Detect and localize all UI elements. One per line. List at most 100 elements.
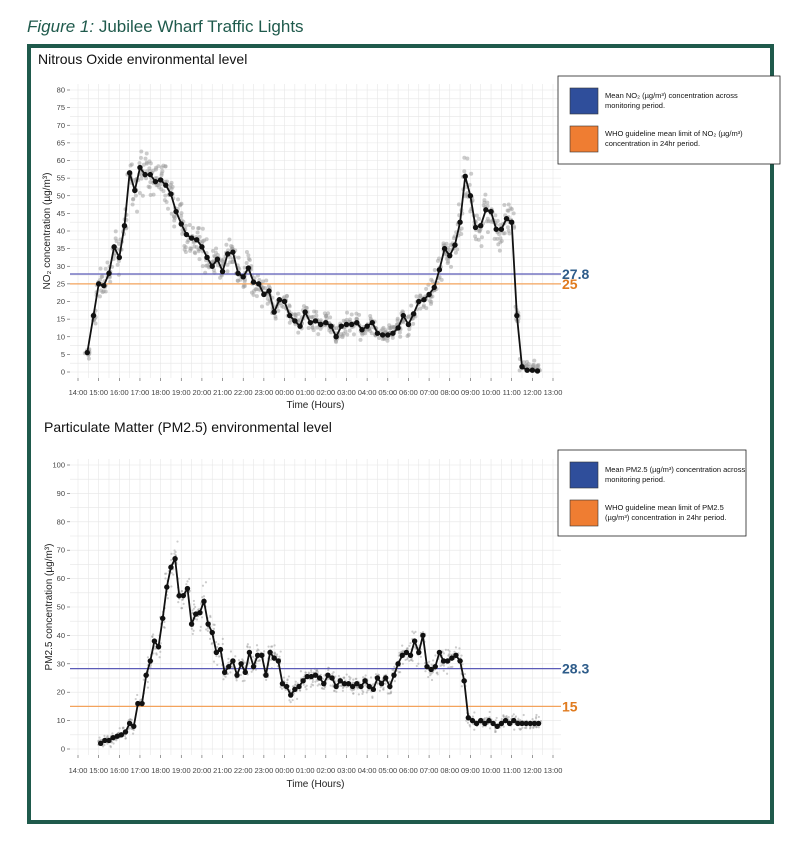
- scatter-point: [157, 185, 162, 190]
- scatter-point: [476, 237, 481, 242]
- scatter-point: [153, 647, 156, 650]
- scatter-point: [287, 320, 292, 325]
- mean-point: [407, 652, 414, 658]
- scatter-point: [485, 200, 490, 205]
- scatter-point: [445, 261, 450, 266]
- scatter-point: [267, 645, 270, 648]
- mean-point: [221, 669, 228, 676]
- scatter-point: [442, 669, 445, 672]
- figure-caption: Figure 1: Jubilee Wharf Traffic Lights: [27, 17, 304, 37]
- mean-point: [482, 720, 488, 727]
- mean-point: [240, 274, 246, 280]
- scatter-point: [311, 680, 314, 684]
- x-tick-label: 13:00: [544, 766, 563, 775]
- scatter-point: [187, 223, 192, 228]
- scatter-point: [450, 653, 453, 657]
- mean-point: [395, 661, 401, 667]
- scatter-point: [462, 169, 467, 174]
- mean-point: [188, 235, 195, 241]
- mean-point: [205, 621, 211, 627]
- mean-point: [126, 720, 133, 727]
- scatter-point: [352, 692, 355, 695]
- x-tick-label: 03:00: [337, 388, 356, 397]
- mean-point: [184, 585, 191, 592]
- x-tick-label: 09:00: [461, 388, 480, 397]
- mean-point: [457, 219, 463, 225]
- mean-point: [328, 323, 334, 329]
- scatter-point: [424, 306, 429, 311]
- scatter-point: [241, 679, 244, 683]
- scatter-point: [505, 225, 510, 230]
- mean-point: [465, 715, 472, 721]
- scatter-point: [437, 256, 442, 261]
- scatter-point: [322, 687, 326, 690]
- scatter-point: [151, 168, 156, 173]
- scatter-point: [211, 268, 216, 273]
- scatter-point: [251, 292, 256, 297]
- mean-point: [391, 672, 397, 678]
- scatter-point: [369, 676, 373, 679]
- scatter-point: [160, 169, 165, 174]
- scatter-point: [183, 223, 188, 228]
- scatter-point: [297, 318, 302, 323]
- scatter-point: [368, 328, 373, 333]
- mean-point: [325, 672, 331, 678]
- scatter-point: [176, 540, 179, 543]
- scatter-point: [311, 678, 315, 681]
- scatter-point: [227, 661, 230, 664]
- scatter-point: [511, 211, 516, 216]
- mean-point: [302, 309, 308, 315]
- scatter-point: [227, 237, 232, 242]
- scatter-point: [304, 306, 309, 311]
- mean-point: [245, 265, 252, 271]
- figure-frame: [27, 44, 774, 824]
- x-tick-label: 03:00: [337, 766, 356, 775]
- scatter-point: [514, 715, 518, 718]
- mean-point: [378, 680, 385, 687]
- scatter-point: [118, 727, 121, 730]
- scatter-point: [188, 577, 191, 581]
- mean-point: [426, 291, 432, 298]
- x-tick-label: 22:00: [234, 388, 253, 397]
- scatter-point: [494, 729, 497, 732]
- scatter-point: [105, 260, 110, 265]
- scatter-point: [146, 184, 151, 189]
- scatter-point: [202, 595, 206, 598]
- scatter-point: [209, 615, 212, 619]
- scatter-point: [200, 239, 205, 244]
- scatter-point: [206, 627, 210, 630]
- legend-swatch: [569, 461, 599, 489]
- scatter-point: [280, 687, 284, 690]
- scatter-point: [235, 278, 240, 283]
- x-tick-label: 00:00: [275, 388, 294, 397]
- scatter-point: [200, 264, 205, 269]
- scatter-point: [401, 644, 404, 647]
- scatter-point: [214, 640, 218, 644]
- scatter-point: [155, 653, 158, 656]
- scatter-point: [460, 685, 463, 688]
- scatter-point: [228, 255, 233, 260]
- x-tick-label: 02:00: [316, 766, 335, 775]
- y-tick-label: 0: [61, 368, 65, 377]
- mean-point: [494, 723, 500, 729]
- scatter-point: [234, 655, 237, 658]
- scatter-point: [221, 642, 224, 646]
- scatter-point: [278, 655, 281, 658]
- x-tick-label: 22:00: [234, 766, 253, 775]
- scatter-point: [378, 689, 381, 692]
- mean-point: [256, 281, 262, 287]
- scatter-point: [512, 713, 515, 716]
- reference-label-mean: 28.3: [562, 661, 589, 677]
- mean-point: [453, 652, 459, 658]
- mean-point: [337, 678, 343, 684]
- scatter-point: [111, 732, 114, 735]
- scatter-point: [170, 585, 173, 588]
- mean-point: [235, 270, 241, 276]
- scatter-point: [163, 626, 166, 629]
- scatter-point: [185, 240, 190, 245]
- mean-point: [225, 251, 231, 257]
- scatter-point: [482, 200, 487, 205]
- scatter-point: [109, 744, 112, 748]
- scatter-point: [101, 745, 105, 748]
- scatter-point: [311, 314, 316, 319]
